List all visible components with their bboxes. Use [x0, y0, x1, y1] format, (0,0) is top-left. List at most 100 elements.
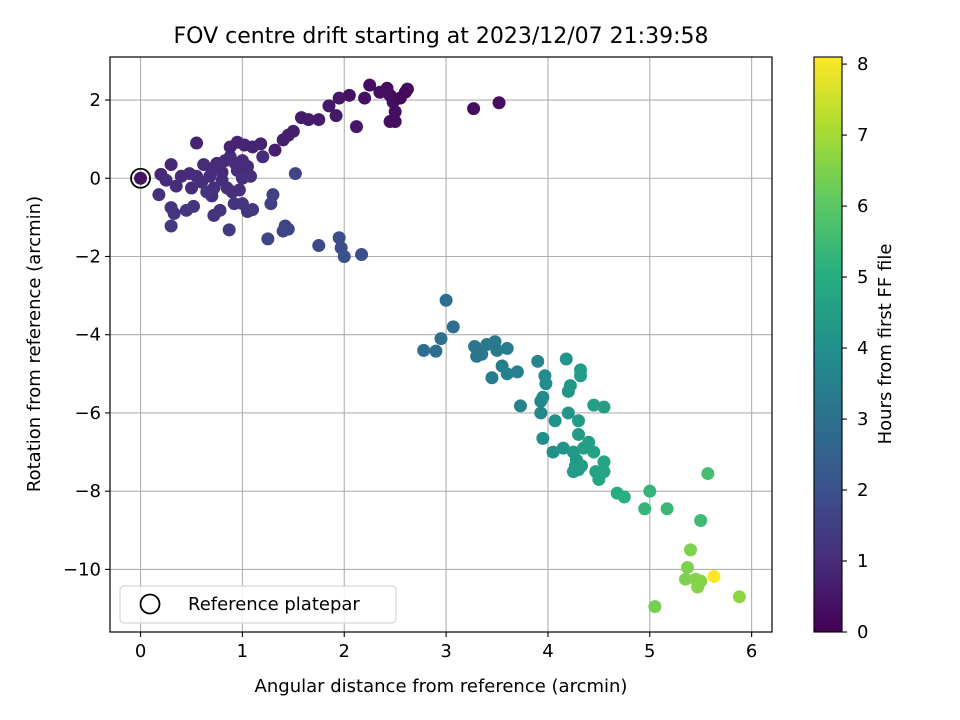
x-tick-label: 5 — [644, 641, 655, 662]
colorbar-segment — [814, 552, 842, 557]
colorbar-segment — [814, 153, 842, 158]
colorbar-segment — [814, 610, 842, 615]
colorbar-segment — [814, 484, 842, 489]
colorbar-segment — [814, 333, 842, 338]
y-tick-label: −4 — [74, 325, 101, 346]
data-point — [571, 427, 585, 441]
colorbar-segment — [814, 455, 842, 460]
colorbar-segment — [814, 261, 842, 266]
colorbar-segment — [814, 592, 842, 597]
colorbar-segment — [814, 297, 842, 302]
colorbar-segment — [814, 495, 842, 500]
data-point — [349, 120, 363, 134]
data-point — [559, 352, 573, 366]
colorbar-segment — [814, 344, 842, 349]
data-point — [222, 223, 236, 237]
colorbar-segment — [814, 538, 842, 543]
colorbar-segment — [814, 168, 842, 173]
colorbar-segment — [814, 498, 842, 503]
colorbar-segment — [814, 89, 842, 94]
data-point — [337, 249, 351, 263]
colorbar-segment — [814, 459, 842, 464]
colorbar-segment — [814, 272, 842, 277]
colorbar-segment — [814, 602, 842, 608]
colorbar-segment — [814, 408, 842, 414]
colorbar-segment — [814, 315, 842, 320]
colorbar-segment — [814, 329, 842, 335]
colorbar-segment — [814, 132, 842, 137]
colorbar-segment — [814, 268, 842, 273]
data-point — [531, 354, 545, 368]
data-point — [500, 341, 514, 355]
colorbar-segment — [814, 92, 842, 97]
colorbar-segment — [814, 365, 842, 370]
colorbar-segment — [814, 107, 842, 112]
data-point — [597, 455, 611, 469]
colorbar-segment — [814, 117, 842, 122]
colorbar-segment — [814, 563, 842, 568]
colorbar-label: Hours from first FF file — [875, 244, 896, 445]
colorbar-segment — [814, 290, 842, 295]
data-point — [587, 445, 601, 459]
y-tick-label: 2 — [90, 90, 101, 111]
colorbar-segment — [814, 121, 842, 126]
data-point — [597, 400, 611, 414]
colorbar-segment — [814, 301, 842, 306]
colorbar-tick-label: 3 — [857, 409, 868, 430]
data-point — [648, 600, 662, 614]
data-point — [200, 185, 214, 199]
data-point — [266, 188, 280, 202]
data-point — [536, 431, 550, 445]
colorbar-tick-label: 4 — [857, 338, 868, 359]
colorbar-segment — [814, 516, 842, 521]
data-point — [571, 414, 585, 428]
data-point — [561, 406, 575, 420]
reference-point-fill — [134, 171, 148, 185]
colorbar-segment — [814, 311, 842, 317]
colorbar-segment — [814, 584, 842, 590]
data-point — [184, 181, 198, 195]
plot-area: 0 1 2 3 4 5 6 −10 −8 −6 −4 −2 0 2 Reference platepar — [63, 56, 773, 662]
colorbar-segment — [814, 574, 842, 579]
colorbar-segment — [814, 236, 842, 241]
colorbar-segment — [814, 114, 842, 119]
data-point — [169, 179, 183, 193]
data-point — [534, 406, 548, 420]
data-point — [694, 514, 708, 528]
colorbar-tick-label: 1 — [857, 551, 868, 572]
y-tick-label: −10 — [63, 559, 101, 580]
colorbar-segment — [814, 326, 842, 331]
data-point — [332, 231, 346, 245]
colorbar-segment — [814, 283, 842, 288]
colorbar-segment — [814, 128, 842, 133]
legend-label: Reference platepar — [188, 594, 360, 615]
colorbar-segment — [814, 200, 842, 205]
colorbar-tick-label: 2 — [857, 480, 868, 501]
colorbar-segment — [814, 337, 842, 342]
colorbar-segment — [814, 390, 842, 396]
colorbar-segment — [814, 139, 842, 144]
data-point — [256, 150, 270, 164]
x-axis-label: Angular distance from reference (arcmin) — [255, 676, 628, 697]
chart-title: FOV centre drift starting at 2023/12/07 … — [174, 24, 709, 49]
colorbar-segment — [814, 207, 842, 212]
colorbar-segment — [814, 304, 842, 309]
colorbar-segment — [814, 110, 842, 115]
data-point — [342, 88, 356, 102]
colorbar-segment — [814, 150, 842, 155]
colorbar-tick-label: 0 — [857, 622, 868, 643]
colorbar-frame — [813, 56, 843, 633]
colorbar-segment — [814, 78, 842, 83]
colorbar-segment — [814, 308, 842, 313]
data-point — [539, 377, 553, 391]
colorbar-segment — [814, 186, 842, 191]
colorbar-segment — [814, 71, 842, 76]
colorbar-segment — [814, 354, 842, 360]
colorbar-segment — [814, 178, 842, 184]
colorbar-segment — [814, 196, 842, 202]
colorbar-segment — [814, 135, 842, 140]
colorbar-segment — [814, 559, 842, 565]
data-point — [597, 465, 611, 479]
data-point — [678, 572, 692, 586]
